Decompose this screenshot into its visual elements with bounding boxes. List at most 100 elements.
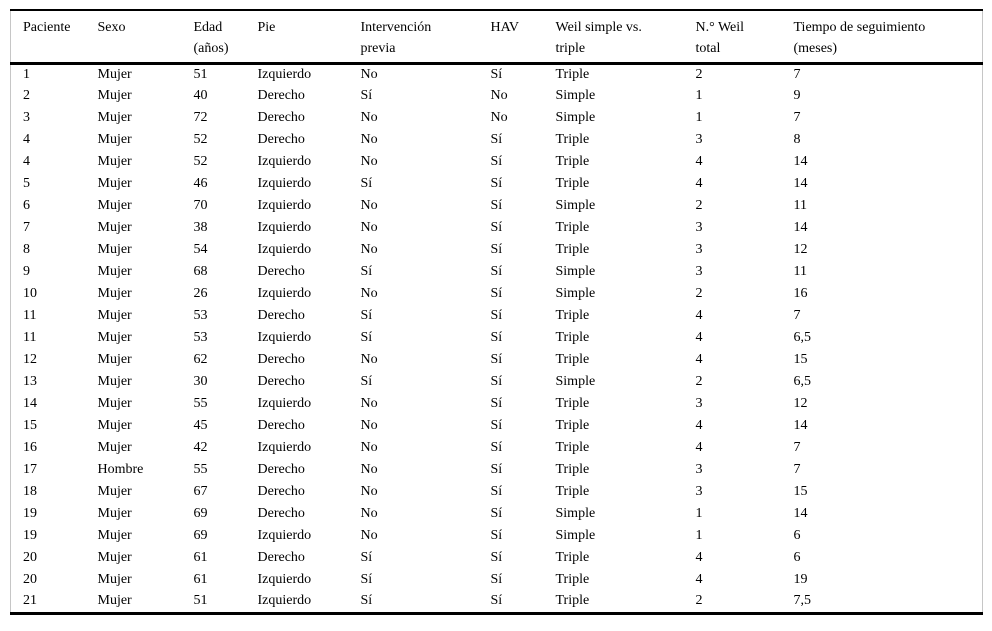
table-cell-sexo: Mujer <box>97 484 132 499</box>
table-cell-tiempo-seguimiento: 14 <box>793 176 808 191</box>
table-cell-hav: Sí <box>490 418 503 433</box>
table-cell-edad: 61 <box>193 572 208 587</box>
table-cell-edad: 55 <box>193 462 208 477</box>
patients-table: Paciente Sexo Edad (años) Pie Intervenci… <box>10 9 983 615</box>
table-cell-weil-simple-vs-triple: Simple <box>555 286 596 301</box>
table-row: 1 Mujer 51 Izquierdo No Sí Triple 2 7 <box>11 63 983 85</box>
table-cell-hav: Sí <box>490 374 503 389</box>
table-cell-weil-simple-vs-triple: Triple <box>555 308 590 323</box>
header-line: HAV <box>490 20 520 35</box>
table-cell-intervencion-previa: No <box>360 352 378 367</box>
table-cell-intervencion-previa: Sí <box>360 176 373 191</box>
table-cell-pie: Izquierdo <box>257 176 312 191</box>
table-cell-pie: Izquierdo <box>257 593 312 609</box>
table-row: 20 Mujer 61 Izquierdo Sí Sí Triple 4 19 <box>11 569 983 591</box>
table-cell-intervencion-previa: No <box>360 220 378 235</box>
table-cell-tiempo-seguimiento: 7 <box>793 110 801 125</box>
table-cell-n-weil-total: 4 <box>695 308 703 323</box>
table-cell-edad: 69 <box>193 528 208 543</box>
table-cell-intervencion-previa: No <box>360 242 378 257</box>
table-cell-hav: Sí <box>490 396 503 411</box>
table-cell-paciente: 19 <box>23 528 37 543</box>
table-cell-paciente: 11 <box>23 308 37 323</box>
table-cell-n-weil-total: 1 <box>695 88 703 103</box>
table-row: 12 Mujer 62 Derecho No Sí Triple 4 15 <box>11 349 983 371</box>
table-cell-pie: Izquierdo <box>257 220 312 235</box>
table-row: 19 Mujer 69 Derecho No Sí Simple 1 14 <box>11 503 983 525</box>
table-cell-edad: 54 <box>193 242 208 257</box>
table-cell-paciente: 16 <box>23 440 37 455</box>
column-header-paciente: Paciente <box>11 10 98 63</box>
table-cell-paciente: 8 <box>23 242 30 257</box>
table-cell-weil-simple-vs-triple: Triple <box>555 242 590 257</box>
header-line: Tiempo de seguimiento <box>793 20 926 35</box>
table-cell-n-weil-total: 1 <box>695 506 703 521</box>
table-cell-intervencion-previa: No <box>360 484 378 499</box>
table-cell-weil-simple-vs-triple: Triple <box>555 330 590 345</box>
table-cell-sexo: Mujer <box>97 572 132 587</box>
table-row: 14 Mujer 55 Izquierdo No Sí Triple 3 12 <box>11 393 983 415</box>
table-cell-weil-simple-vs-triple: Simple <box>555 88 596 103</box>
table-cell-n-weil-total: 4 <box>695 154 703 169</box>
table-cell-tiempo-seguimiento: 6,5 <box>793 374 812 389</box>
table-cell-n-weil-total: 4 <box>695 418 703 433</box>
table-cell-sexo: Mujer <box>97 242 132 257</box>
header-line: total <box>695 41 721 56</box>
table-cell-edad: 53 <box>193 308 208 323</box>
table-row: 10 Mujer 26 Izquierdo No Sí Simple 2 16 <box>11 283 983 305</box>
header-line: (años) <box>193 41 229 56</box>
table-cell-pie: Izquierdo <box>257 396 312 411</box>
table-cell-sexo: Mujer <box>97 418 132 433</box>
table-cell-hav: Sí <box>490 286 503 301</box>
table-cell-hav: Sí <box>490 198 503 213</box>
table-cell-edad: 55 <box>193 396 208 411</box>
table-cell-pie: Derecho <box>257 484 305 499</box>
column-header-edad: Edad (años) <box>194 10 258 63</box>
table-cell-intervencion-previa: Sí <box>360 550 373 565</box>
table-cell-n-weil-total: 4 <box>695 330 703 345</box>
table-cell-hav: Sí <box>490 220 503 235</box>
table-cell-n-weil-total: 3 <box>695 462 703 477</box>
table-cell-paciente: 7 <box>23 220 30 235</box>
table-row: 8 Mujer 54 Izquierdo No Sí Triple 3 12 <box>11 239 983 261</box>
table-cell-intervencion-previa: No <box>360 66 378 82</box>
table-cell-pie: Derecho <box>257 264 305 279</box>
table-cell-sexo: Mujer <box>97 440 132 455</box>
table-cell-paciente: 9 <box>23 264 30 279</box>
table-cell-paciente: 11 <box>23 330 37 345</box>
table-cell-edad: 68 <box>193 264 208 279</box>
table-cell-pie: Izquierdo <box>257 198 312 213</box>
table-cell-intervencion-previa: Sí <box>360 88 373 103</box>
table-cell-weil-simple-vs-triple: Simple <box>555 528 596 543</box>
column-header-hav: HAV <box>491 10 556 63</box>
table-cell-n-weil-total: 3 <box>695 220 703 235</box>
header-line: Weil simple vs. <box>555 20 642 35</box>
column-header-intervencion-previa: Intervención previa <box>361 10 491 63</box>
table-cell-paciente: 13 <box>23 374 37 389</box>
table-cell-sexo: Mujer <box>97 352 132 367</box>
table-cell-tiempo-seguimiento: 8 <box>793 132 801 147</box>
table-cell-pie: Derecho <box>257 506 305 521</box>
table-cell-edad: 53 <box>193 330 208 345</box>
table-cell-weil-simple-vs-triple: Triple <box>555 462 590 477</box>
table-cell-intervencion-previa: Sí <box>360 593 373 609</box>
table-cell-pie: Derecho <box>257 418 305 433</box>
table-cell-pie: Izquierdo <box>257 286 312 301</box>
table-cell-edad: 40 <box>193 88 208 103</box>
table-cell-n-weil-total: 1 <box>695 110 703 125</box>
header-line: Intervención <box>360 20 432 35</box>
table-cell-pie: Izquierdo <box>257 440 312 455</box>
table-cell-hav: Sí <box>490 176 503 191</box>
table-cell-tiempo-seguimiento: 11 <box>793 198 807 213</box>
table-cell-sexo: Mujer <box>97 176 132 191</box>
table-cell-weil-simple-vs-triple: Triple <box>555 154 590 169</box>
table-cell-tiempo-seguimiento: 11 <box>793 264 807 279</box>
table-cell-sexo: Mujer <box>97 308 132 323</box>
table-cell-edad: 51 <box>193 66 208 82</box>
table-cell-hav: Sí <box>490 308 503 323</box>
table-cell-pie: Derecho <box>257 308 305 323</box>
table-cell-edad: 26 <box>193 286 208 301</box>
table-cell-edad: 46 <box>193 176 208 191</box>
table-cell-pie: Izquierdo <box>257 66 312 82</box>
